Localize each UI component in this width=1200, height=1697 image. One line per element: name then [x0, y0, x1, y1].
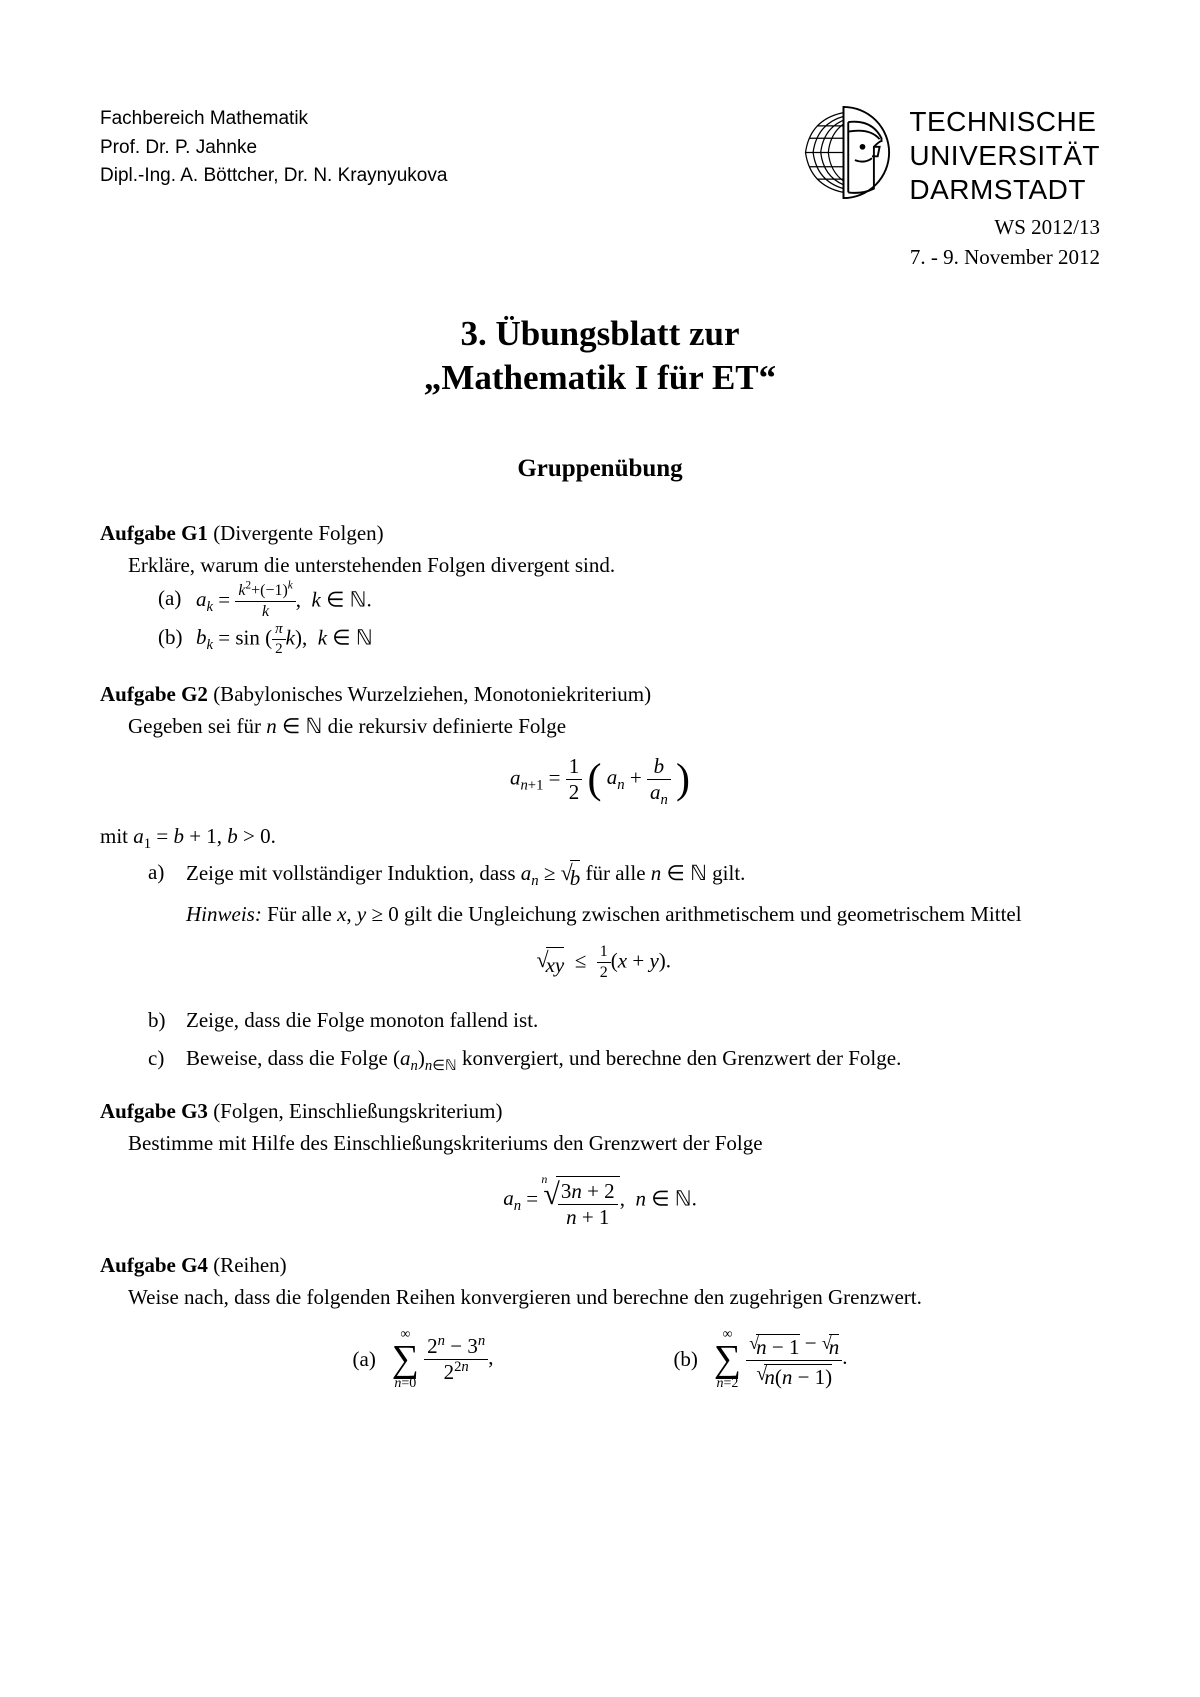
g2-intro: Gegeben sei für n ∈ ℕ die rekursiv defin… — [128, 711, 1100, 741]
g1-label: Aufgabe G1 — [100, 521, 208, 545]
g4-b-label: (b) — [673, 1344, 698, 1374]
uni-line3: DARMSTADT — [909, 173, 1100, 207]
g2-recursion: an+1 = 12 ( an + ban ) — [100, 756, 1100, 803]
g2-c-label: c) — [148, 1043, 178, 1073]
prof-line: Prof. Dr. P. Jahnke — [100, 134, 447, 163]
g1-a-label: (a) — [158, 583, 188, 620]
g1-b-formula: bk = sin (π2k), k ∈ ℕ — [196, 622, 373, 657]
g2-hint-label: Hinweis: — [186, 902, 262, 926]
g2-item-b: b) Zeige, dass die Folge monoton fallend… — [148, 1005, 1100, 1035]
g2-items: a) Zeige mit vollständiger Induktion, da… — [148, 857, 1100, 1074]
g4-head: Aufgabe G4 (Reihen) — [100, 1250, 1100, 1280]
aufgabe-g4: Aufgabe G4 (Reihen) Weise nach, dass die… — [100, 1250, 1100, 1391]
g2-amgm: √xy ≤ 12(x + y). — [186, 944, 1022, 981]
g3-head: Aufgabe G3 (Folgen, Einschließungskriter… — [100, 1096, 1100, 1126]
section-heading: Gruppenübung — [100, 455, 1100, 483]
g2-b-label: b) — [148, 1005, 178, 1035]
g2-label: Aufgabe G2 — [100, 682, 208, 706]
g1-item-b: (b) bk = sin (π2k), k ∈ ℕ — [158, 622, 1100, 657]
g3-formula: an = n √ 3n + 2n + 1 , n ∈ ℕ. — [100, 1173, 1100, 1228]
semester: WS 2012/13 — [796, 213, 1100, 242]
g1-items: (a) ak = k2+(−1)k k , k ∈ ℕ. (b) bk = si… — [158, 583, 1100, 657]
uni-line2: UNIVERSITÄT — [909, 139, 1100, 173]
aufgabe-g1: Aufgabe G1 (Divergente Folgen) Erkläre, … — [100, 518, 1100, 657]
g4-series-b: (b) ∞∑n=2 √n − 1 − √n √n(n − 1) . — [673, 1328, 847, 1390]
g3-label: Aufgabe G3 — [100, 1099, 208, 1123]
assist-line: Dipl.-Ing. A. Böttcher, Dr. N. Kraynyuko… — [100, 162, 447, 191]
g2-c-text: Beweise, dass die Folge (an)n∈ℕ konvergi… — [186, 1043, 901, 1073]
page: Fachbereich Mathematik Prof. Dr. P. Jahn… — [0, 0, 1200, 1697]
uni-line1: TECHNISCHE — [909, 105, 1100, 139]
dates: 7. - 9. November 2012 — [796, 243, 1100, 272]
university-name: TECHNISCHE UNIVERSITÄT DARMSTADT — [909, 105, 1100, 207]
g4-topic: (Reihen) — [208, 1253, 287, 1277]
header-left: Fachbereich Mathematik Prof. Dr. P. Jahn… — [100, 105, 447, 191]
g1-a-formula: ak = k2+(−1)k k , k ∈ ℕ. — [196, 583, 372, 620]
g2-a-label: a) — [148, 857, 178, 999]
g4-series-a: (a) ∞∑n=0 2n − 3n 22n , — [353, 1328, 494, 1390]
athena-logo — [796, 105, 891, 205]
g2-b-text: Zeige, dass die Folge monoton fallend is… — [186, 1005, 538, 1035]
g4-label: Aufgabe G4 — [100, 1253, 208, 1277]
title-line2: „Mathematik I für ET“ — [100, 356, 1100, 400]
header-right: TECHNISCHE UNIVERSITÄT DARMSTADT WS 2012… — [796, 105, 1100, 272]
g2-a-body: Zeige mit vollständiger Induktion, dass … — [186, 857, 1022, 999]
g4-intro: Weise nach, dass die folgenden Reihen ko… — [128, 1282, 1100, 1312]
sheet-title: 3. Übungsblatt zur „Mathematik I für ET“ — [100, 312, 1100, 400]
g1-b-label: (b) — [158, 622, 188, 657]
g2-item-a: a) Zeige mit vollständiger Induktion, da… — [148, 857, 1100, 999]
semester-block: WS 2012/13 7. - 9. November 2012 — [796, 213, 1100, 272]
g1-intro: Erkläre, warum die unterstehenden Folgen… — [128, 550, 1100, 580]
g4-a-label: (a) — [353, 1344, 376, 1374]
g3-topic: (Folgen, Einschließungskriterium) — [208, 1099, 503, 1123]
aufgabe-g2: Aufgabe G2 (Babylonisches Wurzelziehen, … — [100, 679, 1100, 1074]
g3-intro: Bestimme mit Hilfe des Einschließungskri… — [128, 1128, 1100, 1158]
g4-series-row: (a) ∞∑n=0 2n − 3n 22n , (b) ∞∑n=2 √n − 1 — [100, 1328, 1100, 1390]
title-line1: 3. Übungsblatt zur — [100, 312, 1100, 356]
g2-hint-text: Für alle x, y ≥ 0 gilt die Ungleichung z… — [262, 902, 1022, 926]
g1-item-a: (a) ak = k2+(−1)k k , k ∈ ℕ. — [158, 583, 1100, 620]
dept-line: Fachbereich Mathematik — [100, 105, 447, 134]
g2-topic: (Babylonisches Wurzelziehen, Monotoniekr… — [208, 682, 651, 706]
page-header: Fachbereich Mathematik Prof. Dr. P. Jahn… — [100, 105, 1100, 272]
g2-with: mit a1 = b + 1, b > 0. — [100, 821, 1100, 851]
g1-topic: (Divergente Folgen) — [208, 521, 384, 545]
g2-item-c: c) Beweise, dass die Folge (an)n∈ℕ konve… — [148, 1043, 1100, 1073]
g2-head: Aufgabe G2 (Babylonisches Wurzelziehen, … — [100, 679, 1100, 709]
aufgabe-g3: Aufgabe G3 (Folgen, Einschließungskriter… — [100, 1096, 1100, 1228]
g1-head: Aufgabe G1 (Divergente Folgen) — [100, 518, 1100, 548]
